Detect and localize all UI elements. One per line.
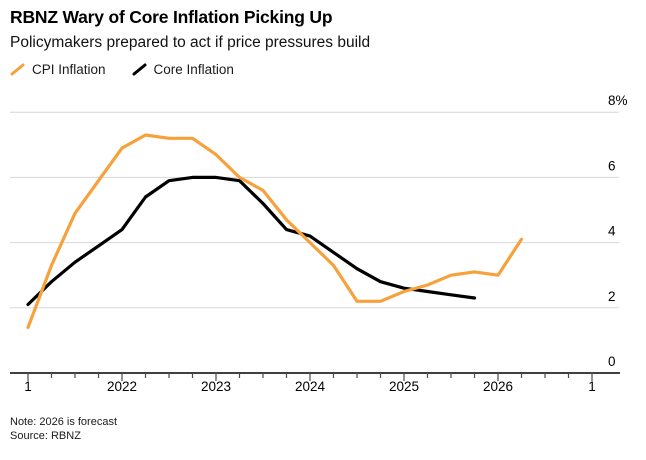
y-axis-label-4: 4	[608, 224, 616, 239]
legend: CPI Inflation Core Inflation	[10, 62, 234, 77]
x-axis-label-2022: 2022	[107, 379, 137, 394]
legend-label-cpi: CPI Inflation	[32, 62, 106, 77]
y-axis-label-8%: 8%	[608, 93, 628, 108]
x-axis-label-2026: 2026	[483, 379, 513, 394]
x-axis-label-2023: 2023	[201, 379, 231, 394]
x-axis-label-2025: 2025	[389, 379, 419, 394]
chart-footer: Note: 2026 is forecast Source: RBNZ	[10, 416, 117, 443]
x-axis-label-1: 1	[24, 379, 32, 394]
y-axis-label-6: 6	[608, 158, 616, 173]
cpi-line-swatch-icon	[10, 63, 25, 76]
y-axis-label-0: 0	[608, 354, 616, 369]
chart-note: Note: 2026 is forecast	[10, 416, 118, 428]
core-inflation-line	[26, 175, 477, 307]
core-line-swatch-icon	[132, 63, 147, 76]
x-axis-label-2024: 2024	[295, 379, 326, 394]
legend-item-cpi-inflation: CPI Inflation	[10, 62, 106, 77]
legend-item-core-inflation: Core Inflation	[132, 62, 234, 77]
chart-source: Source: RBNZ	[10, 429, 81, 442]
legend-label-core: Core Inflation	[153, 62, 234, 77]
y-axis-label-2: 2	[608, 289, 616, 304]
x-axis-label-1: 1	[588, 379, 596, 394]
chart-title: RBNZ Wary of Core Inflation Picking Up	[10, 7, 333, 27]
cpi-inflation-line	[26, 133, 524, 329]
chart-subtitle: Policymakers prepared to act if price pr…	[10, 34, 371, 51]
